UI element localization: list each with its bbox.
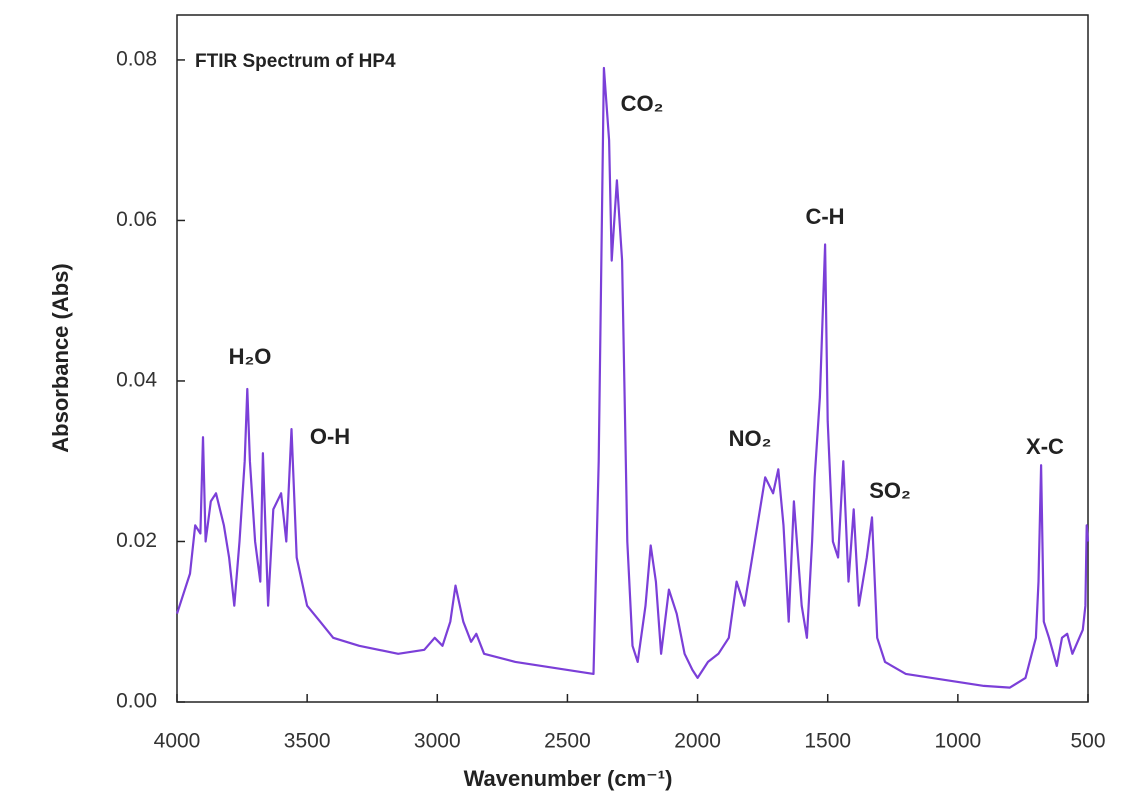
x-axis-label: Wavenumber (cm⁻¹) xyxy=(464,766,673,791)
y-tick-label: 0.02 xyxy=(116,529,157,552)
x-tick-label: 4000 xyxy=(154,730,201,753)
plot-frame xyxy=(176,14,1089,703)
peak-annotation: H₂O xyxy=(229,344,272,369)
y-tick-label: 0.06 xyxy=(116,208,157,231)
y-tick-label: 0.00 xyxy=(116,690,157,713)
peak-annotation: C-H xyxy=(805,204,844,229)
peak-annotation: O-H xyxy=(310,424,350,449)
x-tick-label: 1000 xyxy=(934,730,981,753)
peak-annotation: NO₂ xyxy=(729,426,772,451)
x-tick-label: 500 xyxy=(1070,730,1105,753)
x-tick-label: 1500 xyxy=(804,730,851,753)
peak-annotation: SO₂ xyxy=(869,478,911,503)
y-tick-label: 0.04 xyxy=(116,369,157,392)
x-tick-label: 2000 xyxy=(674,730,721,753)
x-tick-label: 3000 xyxy=(414,730,461,753)
spectrum-line xyxy=(175,66,1090,689)
y-tick-label: 0.08 xyxy=(116,47,157,70)
peak-annotation: CO₂ xyxy=(621,91,664,116)
peak-annotation: X-C xyxy=(1026,434,1064,459)
x-tick-label: 2500 xyxy=(544,730,591,753)
x-tick-label: 3500 xyxy=(284,730,331,753)
y-axis-label: Absorbance (Abs) xyxy=(48,263,73,452)
chart-title: FTIR Spectrum of HP4 xyxy=(195,51,396,72)
